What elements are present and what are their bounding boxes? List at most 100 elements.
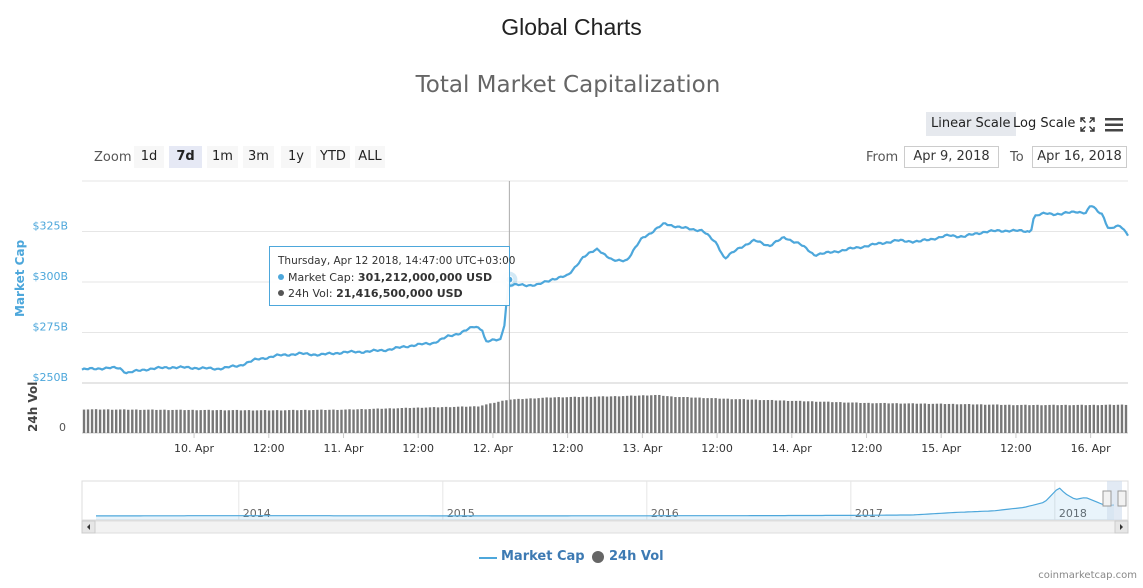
volume-bar	[1068, 405, 1071, 433]
volume-bar	[1072, 405, 1075, 433]
volume-bar	[601, 396, 605, 433]
navigator-handle-right[interactable]	[1117, 490, 1127, 507]
volume-bar	[501, 400, 504, 433]
volume-bar	[287, 410, 291, 433]
volume-bar	[513, 399, 516, 433]
volume-bar	[605, 396, 609, 433]
scroll-left-arrow-icon	[87, 524, 90, 530]
volume-bar	[135, 409, 138, 433]
from-date-input[interactable]: Apr 9, 2018	[904, 146, 999, 168]
zoom-label: Zoom	[94, 150, 132, 165]
to-date-input[interactable]: Apr 16, 2018	[1032, 146, 1127, 168]
volume-bar	[810, 401, 814, 433]
navigator-year-label: 2014	[243, 507, 271, 520]
volume-bar	[251, 410, 255, 433]
credit-link[interactable]: coinmarketcap.com	[1038, 570, 1137, 581]
volume-bar	[863, 402, 866, 433]
volume-bar	[143, 409, 146, 433]
volume-bar	[292, 409, 295, 433]
volume-bar	[754, 399, 758, 433]
volume-bar	[356, 409, 359, 433]
volume-bar	[300, 410, 303, 433]
zoom-7d-button[interactable]: 7d	[169, 146, 202, 168]
volume-bar	[171, 409, 174, 433]
volume-bar	[790, 400, 794, 433]
volume-bar	[678, 397, 681, 433]
tooltip-vol-label: 24h Vol:	[288, 287, 333, 300]
line-legend-icon	[479, 556, 497, 559]
navigator-year-label: 2016	[651, 507, 679, 520]
volume-bar	[927, 403, 931, 433]
volume-bar	[267, 410, 271, 433]
volume-bar	[416, 407, 420, 433]
volume-bar	[650, 395, 653, 433]
volume-bar	[955, 404, 959, 433]
tooltip-market-cap-value: 301,212,000,000 USD	[357, 271, 493, 284]
volume-bar	[798, 400, 802, 433]
volume-bar	[694, 397, 697, 433]
x-tick-label: 12:00	[552, 442, 584, 455]
volume-bar	[509, 399, 512, 433]
zoom-all-button[interactable]: ALL	[355, 146, 385, 168]
volume-bar	[867, 402, 870, 433]
volume-bar	[589, 396, 593, 433]
volume-bar	[384, 408, 387, 433]
volume-bar	[408, 408, 412, 433]
navigator-frame[interactable]	[81, 480, 1129, 521]
zoom-1m-button[interactable]: 1m	[207, 146, 238, 168]
volume-bar	[139, 409, 142, 433]
volume-bar	[573, 396, 577, 433]
vol-tick-label: 0	[59, 421, 66, 434]
volume-bar	[621, 396, 625, 433]
zoom-1d-button[interactable]: 1d	[134, 146, 164, 168]
scrollbar-track[interactable]	[81, 520, 1129, 534]
log-scale-button[interactable]: Log Scale	[1013, 116, 1076, 131]
linear-scale-button[interactable]: Linear Scale	[926, 112, 1016, 136]
volume-bar	[1104, 404, 1108, 433]
volume-bar	[296, 410, 299, 433]
volume-bar	[819, 401, 822, 433]
volume-bar	[187, 409, 190, 433]
zoom-3m-button[interactable]: 3m	[243, 146, 274, 168]
volume-bar	[336, 409, 339, 433]
volume-bar	[666, 396, 669, 433]
legend-24h-vol[interactable]: 24h Vol	[591, 549, 664, 567]
volume-bar	[155, 409, 158, 433]
volume-bar	[448, 407, 452, 433]
volume-bar	[1124, 404, 1128, 433]
volume-bar	[947, 403, 951, 433]
volume-bar	[279, 410, 283, 433]
volume-bar	[86, 409, 90, 433]
tooltip-vol-row: 24h Vol: 21,416,500,000 USD	[278, 286, 501, 302]
volume-bar	[223, 410, 227, 433]
volume-bar	[517, 398, 520, 433]
volume-bar	[690, 397, 693, 433]
fullscreen-icon[interactable]	[1079, 116, 1096, 133]
volume-bar	[633, 395, 637, 433]
volume-bar	[1088, 405, 1091, 433]
zoom-1y-button[interactable]: 1y	[281, 146, 311, 168]
zoom-ytd-button[interactable]: YTD	[316, 146, 350, 168]
volume-bar	[368, 409, 371, 433]
vol-axis-title: 24h Vol	[26, 382, 40, 432]
volume-bar	[428, 407, 432, 433]
volume-bar	[432, 407, 436, 433]
volume-bar	[613, 396, 617, 433]
volume-bar	[380, 408, 383, 433]
navigator-year-label: 2017	[855, 507, 883, 520]
tooltip-header: Thursday, Apr 12 2018, 14:47:00 UTC+03:0…	[278, 255, 516, 267]
y-tick-label: $250B	[32, 371, 68, 384]
navigator-year-label: 2018	[1059, 507, 1087, 520]
legend-market-cap[interactable]: Market Cap	[479, 549, 585, 567]
volume-bar	[400, 408, 404, 433]
volume-bar	[794, 400, 798, 433]
menu-icon[interactable]	[1105, 116, 1123, 133]
volume-bar	[875, 403, 878, 433]
volume-bar	[734, 399, 737, 433]
volume-bar	[392, 408, 395, 433]
navigator-handle-left[interactable]	[1102, 490, 1112, 507]
volume-bar	[1044, 405, 1047, 433]
volume-bar	[971, 404, 975, 433]
volume-bar	[629, 395, 633, 433]
